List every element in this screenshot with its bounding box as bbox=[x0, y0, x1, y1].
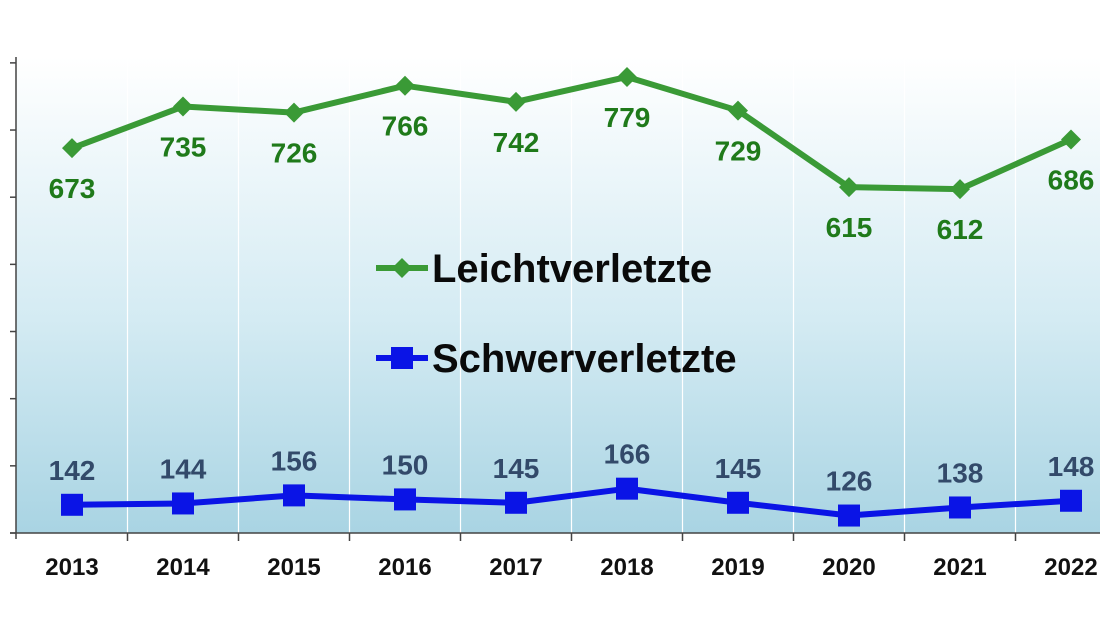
data-label: 612 bbox=[937, 214, 984, 245]
data-label: 145 bbox=[493, 453, 540, 484]
data-label: 142 bbox=[49, 455, 96, 486]
data-label: 729 bbox=[715, 136, 762, 167]
data-point bbox=[395, 75, 415, 96]
data-label: 766 bbox=[382, 111, 429, 142]
legend-item: Leichtverletzte bbox=[376, 247, 712, 291]
data-label: 166 bbox=[604, 439, 651, 470]
data-point bbox=[62, 138, 82, 159]
x-tick-label: 2021 bbox=[933, 554, 986, 581]
data-label: 145 bbox=[715, 453, 762, 484]
data-point bbox=[727, 491, 749, 514]
data-label: 144 bbox=[160, 453, 207, 484]
data-label: 686 bbox=[1048, 164, 1095, 195]
data-point bbox=[616, 477, 638, 500]
legend-item: Schwerverletzte bbox=[376, 337, 737, 381]
data-point bbox=[1060, 489, 1082, 512]
legend: Leichtverletzte Schwerverletzte bbox=[376, 247, 737, 381]
series-line bbox=[71, 485, 1072, 519]
data-label: 615 bbox=[826, 212, 873, 243]
data-point bbox=[506, 91, 526, 112]
data-label: 726 bbox=[271, 138, 318, 169]
data-label: 673 bbox=[49, 173, 96, 204]
data-point bbox=[617, 66, 637, 87]
data-point bbox=[728, 100, 748, 121]
data-label: 150 bbox=[382, 449, 429, 480]
x-tick-label: 2020 bbox=[822, 554, 875, 581]
data-label: 742 bbox=[493, 127, 540, 158]
data-label: 779 bbox=[604, 102, 651, 133]
data-point bbox=[284, 102, 304, 123]
legend-label: Leichtverletzte bbox=[432, 247, 712, 291]
x-tick-label: 2022 bbox=[1044, 554, 1097, 581]
data-label: 148 bbox=[1048, 451, 1095, 482]
gridlines bbox=[126, 57, 1017, 533]
data-label: 138 bbox=[937, 457, 984, 488]
data-point bbox=[1061, 129, 1081, 150]
series-schwerverletzte: 142 144 156 150 145 166 145 126 138 148 bbox=[49, 439, 1095, 527]
data-point bbox=[394, 488, 416, 511]
data-point bbox=[172, 492, 194, 515]
x-tick-labels: 2013 2014 2015 2016 2017 2018 2019 2020 2021 2022 bbox=[45, 554, 1097, 581]
data-point bbox=[173, 96, 193, 117]
plot-background bbox=[16, 57, 1100, 533]
x-tick-label: 2014 bbox=[156, 554, 210, 581]
x-tick-label: 2017 bbox=[489, 554, 542, 581]
data-point bbox=[283, 484, 305, 507]
legend-marker bbox=[391, 347, 413, 369]
data-point bbox=[949, 496, 971, 519]
data-label: 735 bbox=[160, 132, 207, 163]
data-point bbox=[838, 504, 860, 527]
x-tick-label: 2015 bbox=[267, 554, 320, 581]
legend-label: Schwerverletzte bbox=[432, 337, 737, 381]
x-tick-label: 2013 bbox=[45, 554, 98, 581]
axes bbox=[10, 57, 1100, 541]
x-tick-label: 2018 bbox=[600, 554, 653, 581]
data-point bbox=[839, 177, 859, 198]
series-leichtverletzte: 673 735 726 766 742 779 729 615 612 686 bbox=[49, 66, 1095, 245]
data-point bbox=[950, 179, 970, 200]
data-label: 126 bbox=[826, 466, 873, 497]
series-line bbox=[70, 73, 1073, 193]
legend-marker bbox=[392, 258, 412, 278]
x-tick-label: 2019 bbox=[711, 554, 764, 581]
x-tick-label: 2016 bbox=[378, 554, 431, 581]
data-point bbox=[61, 493, 83, 516]
data-point bbox=[505, 491, 527, 514]
data-label: 156 bbox=[271, 445, 318, 476]
